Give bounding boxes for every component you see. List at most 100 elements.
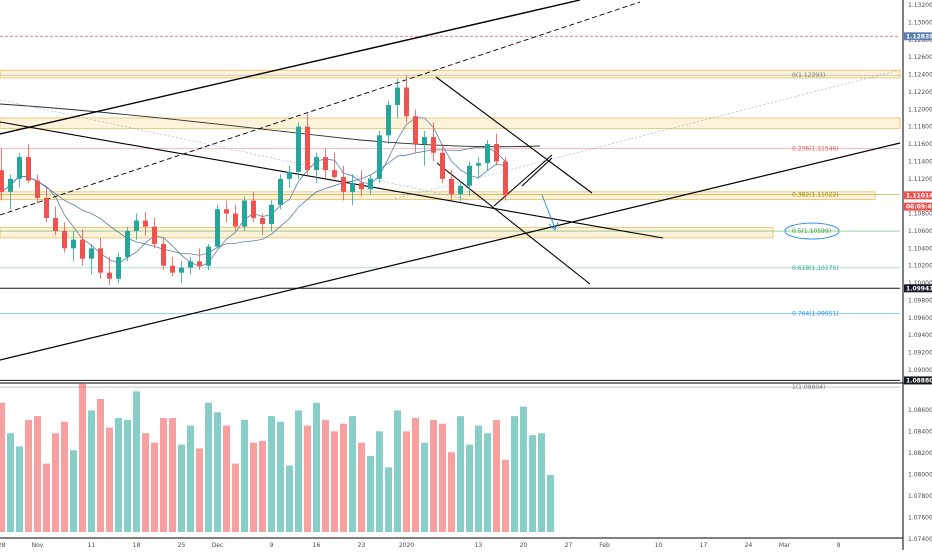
- price-badge-label: 1.12839: [906, 33, 932, 40]
- price-tick-label: 1.12600: [908, 54, 932, 61]
- candle-body: [377, 135, 382, 179]
- candle-body: [116, 257, 121, 279]
- candle-body: [98, 248, 103, 273]
- candle-body: [359, 183, 364, 190]
- candle-body: [197, 261, 202, 266]
- volume-bar: [367, 456, 374, 532]
- fib-label-1: 0.236(1.11546): [792, 146, 839, 153]
- projection-arrow: [541, 194, 556, 229]
- time-tick-label: 24: [745, 542, 753, 549]
- price-tick-label: 1.11400: [908, 158, 932, 165]
- candle-body: [170, 265, 175, 273]
- volume-bar: [493, 419, 500, 532]
- volume-bar: [223, 425, 230, 532]
- trendline-2: [0, 142, 901, 361]
- price-tick-label: 1.09600: [908, 315, 932, 322]
- time-tick-label: 25: [178, 542, 186, 549]
- price-tick-label: 1.09800: [908, 297, 932, 304]
- volume-bar: [394, 410, 401, 532]
- volume-bar: [349, 416, 356, 532]
- volume-bar: [331, 431, 338, 532]
- price-badge-label: 1.11014: [906, 192, 932, 199]
- price-tick-label: 1.13200: [908, 2, 932, 9]
- volume-bar: [448, 452, 455, 532]
- volume-tick-label: 1.07800: [908, 493, 932, 500]
- candle-body: [107, 272, 112, 279]
- candle-body: [341, 177, 346, 192]
- candle-body: [467, 165, 472, 186]
- volume-bar: [16, 446, 23, 532]
- candle-body: [296, 126, 301, 172]
- volume-bar: [457, 416, 464, 532]
- candle-body: [161, 243, 166, 266]
- time-tick-label: 18: [133, 542, 141, 549]
- time-tick-label: Feb: [599, 542, 610, 549]
- volume-bar: [484, 433, 491, 532]
- candle-body: [413, 116, 418, 145]
- volume-bar: [475, 425, 482, 532]
- volume-bar: [7, 433, 14, 532]
- candle-body: [206, 246, 211, 266]
- volume-bar: [70, 450, 77, 532]
- volume-bar: [151, 442, 158, 532]
- candle-body: [494, 144, 499, 162]
- volume-bar: [466, 444, 473, 532]
- candle-body: [179, 267, 184, 273]
- volume-bar: [547, 475, 554, 532]
- volume-bar: [124, 419, 131, 532]
- candle-body: [0, 170, 4, 192]
- volume-bar: [160, 418, 167, 532]
- candle-body: [278, 178, 283, 205]
- volume-bar: [286, 465, 293, 532]
- volume-bar: [421, 442, 428, 532]
- candle-body: [476, 163, 481, 166]
- volume-bar: [511, 416, 518, 532]
- trendline-0: [0, 0, 581, 135]
- fib-label-0: 0(1.12393): [792, 72, 825, 79]
- volume-bar: [439, 423, 446, 532]
- time-tick-label: 13: [475, 542, 483, 549]
- candle-body: [125, 230, 130, 258]
- volume-bar: [385, 467, 392, 532]
- candle-body: [152, 226, 157, 244]
- candle-body: [71, 239, 76, 249]
- ma-line-1: [1, 146, 506, 256]
- volume-bar: [241, 419, 248, 532]
- trendlines: [0, 0, 901, 381]
- volume-bar: [106, 427, 113, 532]
- candle-body: [143, 220, 148, 227]
- price-badge: [904, 191, 932, 200]
- time-tick-label: 28: [0, 542, 5, 549]
- volume-bar: [313, 402, 320, 532]
- volume-bar: [529, 435, 536, 532]
- time-tick-label: 11: [88, 542, 96, 549]
- volume-tick-label: 1.07600: [908, 515, 932, 522]
- price-tick-label: 1.10600: [908, 228, 932, 235]
- volume-bar: [268, 416, 275, 532]
- candle-body: [251, 200, 256, 218]
- price-badge-label: 06:09:40: [906, 204, 932, 211]
- time-tick-label: 20: [520, 542, 528, 549]
- candle-body: [53, 217, 58, 231]
- price-badge-label: 1.08880: [906, 377, 932, 384]
- price-tick-label: 1.10400: [908, 245, 932, 252]
- volume-bar: [232, 463, 239, 532]
- candle-body: [215, 209, 220, 247]
- volume-bar: [0, 402, 5, 532]
- volume-tick-label: 1.08000: [908, 472, 932, 479]
- volume-bar: [178, 444, 185, 532]
- volume-bar: [430, 419, 437, 532]
- volume-bar: [25, 419, 32, 532]
- volume-bar: [187, 425, 194, 532]
- price-tick-label: 1.13000: [908, 19, 932, 26]
- volume-bar: [304, 425, 311, 532]
- candle-body: [386, 104, 391, 136]
- volume-bar: [538, 433, 545, 532]
- price-tick-label: 1.10800: [908, 211, 932, 218]
- volume-bar: [169, 418, 176, 532]
- fib-label-5: 0.764(1.09651): [792, 310, 839, 317]
- candle-body: [89, 248, 94, 259]
